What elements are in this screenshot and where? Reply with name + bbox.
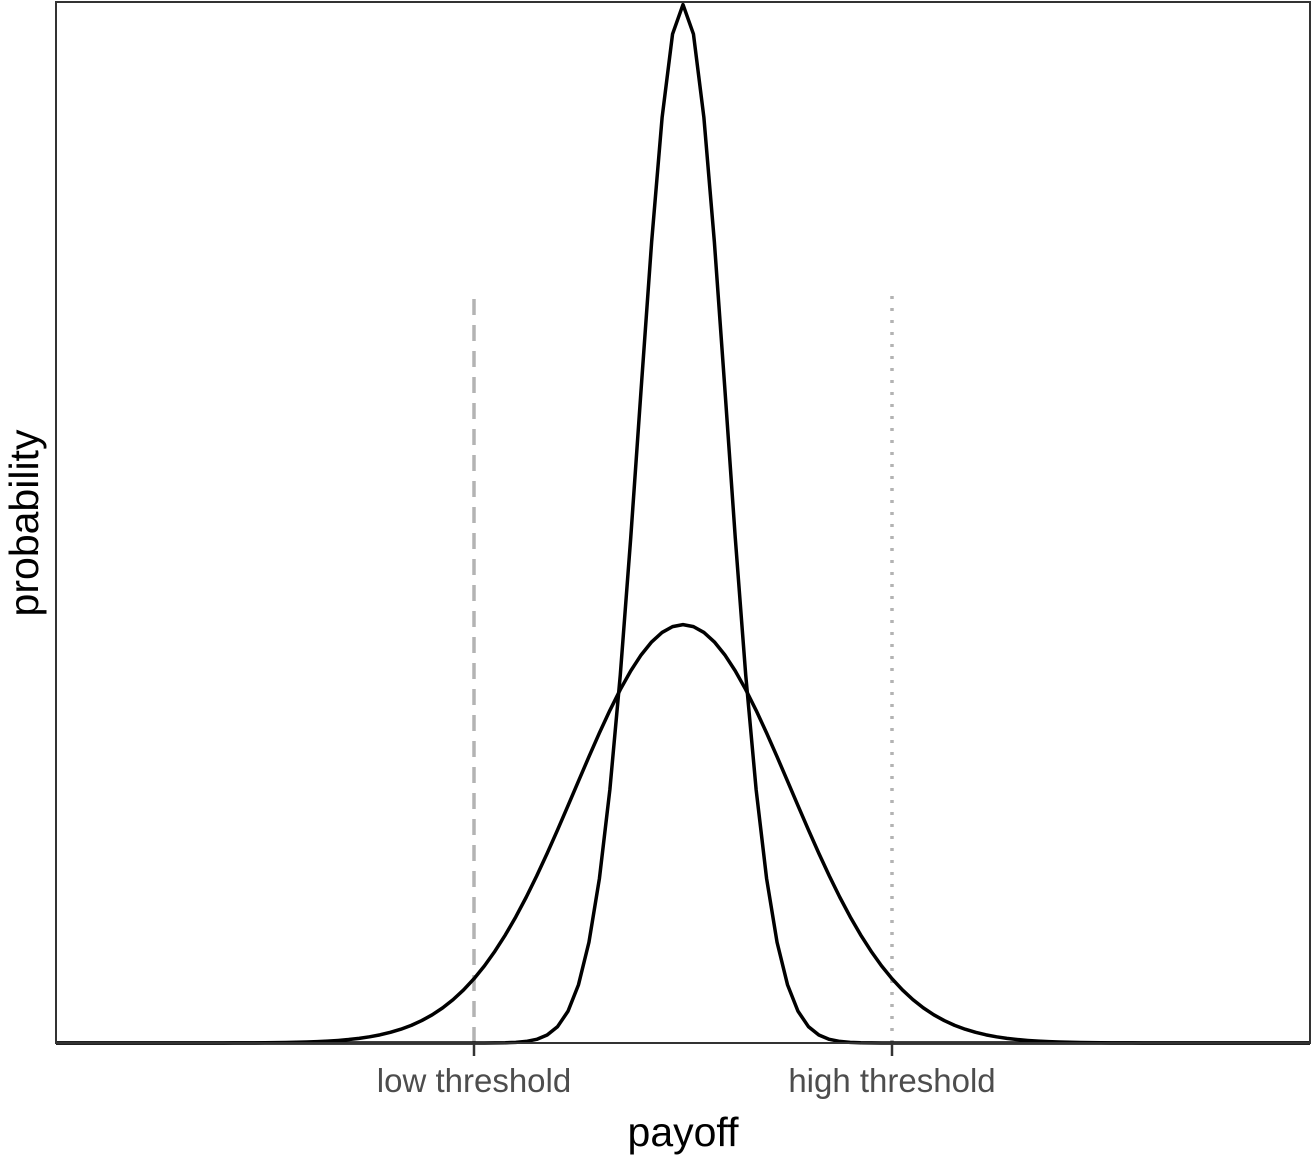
x-tick-label: low threshold: [377, 1062, 571, 1099]
x-tick-label: high threshold: [788, 1062, 995, 1099]
y-axis-title: probability: [1, 429, 47, 616]
reference-lines: [472, 294, 894, 1043]
panel-background: [56, 2, 1310, 1043]
x-axis-title: payoff: [628, 1109, 740, 1155]
panel-border: [55, 1, 1311, 1044]
x-axis-ticks: low threshold high threshold: [377, 1043, 996, 1099]
